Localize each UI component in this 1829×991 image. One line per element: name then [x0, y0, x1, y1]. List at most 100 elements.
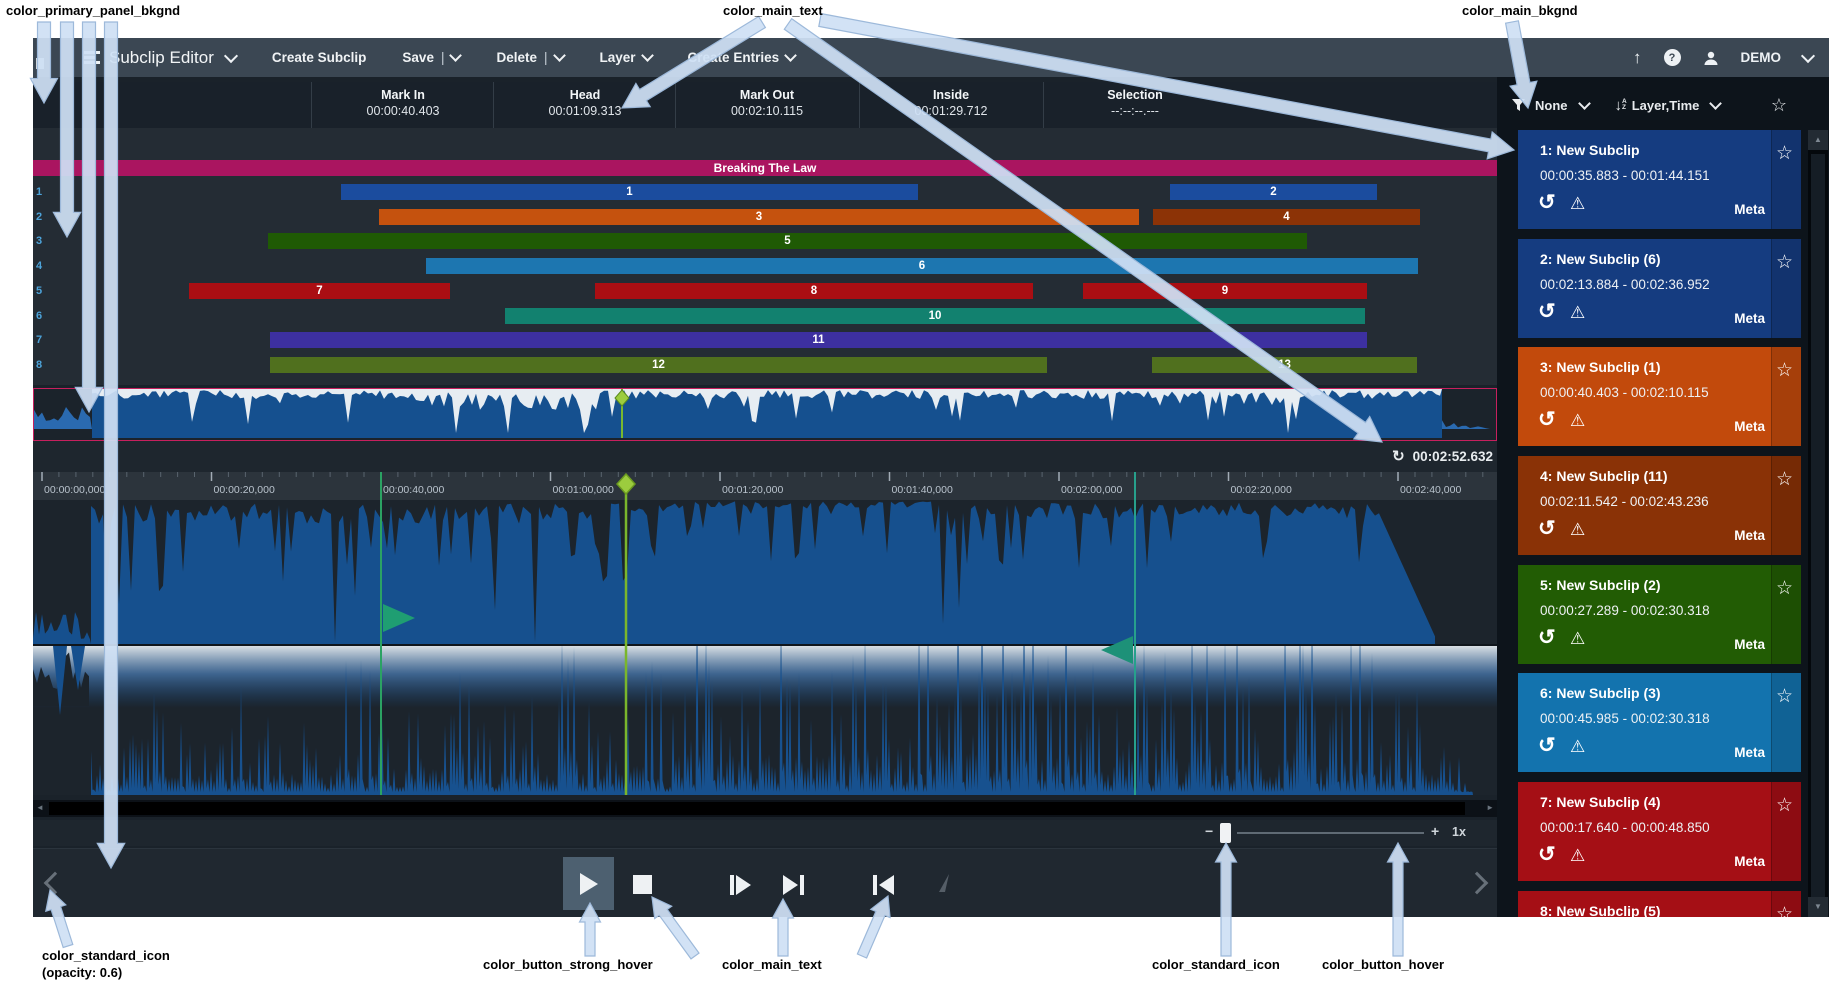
page-left-icon[interactable] [43, 871, 67, 895]
undo-icon[interactable]: ↺ [1538, 734, 1556, 758]
filter-value[interactable]: None [1535, 97, 1568, 113]
card-star-icon[interactable]: ☆ [1776, 903, 1794, 917]
card-star-icon[interactable]: ☆ [1776, 360, 1794, 382]
timeline-clip-11[interactable]: 11 [270, 332, 1367, 349]
card-star-icon[interactable]: ☆ [1776, 794, 1794, 816]
timeline-ruler[interactable]: 00:00:00,000 00:00:20,000 00:00:40,000 00:0… [33, 472, 1497, 500]
zoom-in-button[interactable]: + [1431, 823, 1440, 839]
sidebar-scrollbar-thumb[interactable] [1811, 154, 1825, 914]
timecode-cell-head[interactable]: Head 00:01:09.313 [493, 82, 676, 128]
timeline-clip-4[interactable]: 4 [1153, 208, 1420, 225]
timeline-clip-2[interactable]: 2 [1170, 184, 1377, 200]
zoom-slider-handle[interactable] [1220, 823, 1231, 843]
upload-icon[interactable]: ↑ [1633, 47, 1642, 67]
scroll-left-icon[interactable]: ◄ [36, 803, 44, 812]
meta-button[interactable]: Meta [1734, 745, 1765, 761]
stop-button[interactable] [633, 875, 652, 894]
timeline-clip-12[interactable]: 12 [270, 356, 1047, 373]
card-star-icon[interactable]: ☆ [1776, 686, 1794, 708]
step-forward-button[interactable] [730, 875, 751, 895]
warning-icon[interactable]: ⚠ [1570, 302, 1586, 322]
card-star-icon[interactable]: ☆ [1776, 251, 1794, 273]
menu-item-delete[interactable]: Delete | [496, 49, 566, 65]
sidebar-scrollbar[interactable]: ▲ ▼ [1808, 130, 1828, 917]
warning-icon[interactable]: ⚠ [1570, 845, 1586, 865]
menu-item-layer[interactable]: Layer [600, 49, 654, 65]
undo-icon[interactable]: ↺ [1538, 842, 1556, 866]
meta-button[interactable]: Meta [1734, 636, 1765, 652]
subclip-card-8[interactable]: 8: New Subclip (5) ↺ ⚠ Meta ☆ [1518, 890, 1801, 917]
subclip-card-7[interactable]: 7: New Subclip (4) 00:00:17.640 - 00:00:… [1518, 781, 1801, 881]
timeline-clip-8[interactable]: 8 [595, 282, 1033, 299]
play-button[interactable] [563, 857, 614, 910]
timecode-cell-selection[interactable]: Selection --:--:--.--- [1043, 82, 1226, 128]
timeline-clip-5[interactable]: 5 [268, 233, 1307, 250]
undo-icon[interactable]: ↺ [1538, 191, 1556, 214]
timeline-clip-1[interactable]: 1 [341, 184, 918, 200]
timecode-cell-mark-out[interactable]: Mark Out 00:02:10.115 [675, 82, 858, 128]
skip-back-button[interactable] [873, 875, 894, 895]
filter-chevron-icon[interactable] [1577, 96, 1591, 110]
refresh-icon[interactable]: ↻ [1392, 448, 1405, 465]
timeline-title-bar[interactable]: Breaking The Law [33, 160, 1497, 176]
skip-forward-button[interactable] [783, 875, 804, 895]
horizontal-scrollbar[interactable]: ◄ ► [33, 800, 1497, 817]
page-right-icon[interactable] [1465, 871, 1489, 895]
hamburger-menu-icon[interactable] [84, 50, 101, 65]
sort-value[interactable]: Layer,Time [1631, 97, 1700, 113]
timeline-clip-6[interactable]: 6 [426, 258, 1418, 275]
warning-icon[interactable]: ⚠ [1570, 520, 1586, 539]
card-star-icon[interactable]: ☆ [1776, 577, 1794, 599]
user-name[interactable]: DEMO [1740, 50, 1782, 65]
card-star-icon[interactable]: ☆ [1776, 469, 1794, 490]
timeline-clip-7[interactable]: 7 [189, 282, 450, 299]
subclip-card-4[interactable]: 4: New Subclip (11) 00:02:11.542 - 00:02… [1518, 456, 1801, 555]
undo-icon[interactable]: ↺ [1538, 299, 1556, 323]
zoom-slider-track[interactable] [1237, 832, 1424, 834]
scroll-up-button[interactable]: ▲ [1808, 130, 1828, 150]
zoom-out-button[interactable]: − [1205, 823, 1214, 839]
sort-chevron-icon[interactable] [1709, 96, 1723, 110]
timeline-clip-10[interactable]: 10 [505, 307, 1365, 324]
timeline-clip-3[interactable]: 3 [379, 208, 1139, 225]
favorites-star-icon[interactable]: ☆ [1770, 94, 1787, 115]
scroll-down-button[interactable]: ▼ [1808, 897, 1828, 917]
subclip-card-3[interactable]: 3: New Subclip (1) 00:00:40.403 - 00:02:… [1518, 347, 1801, 447]
undo-icon[interactable]: ↺ [1538, 517, 1556, 540]
meta-button[interactable]: Meta [1734, 310, 1765, 326]
undo-icon[interactable]: ↺ [1538, 408, 1556, 432]
subclip-card-6[interactable]: 6: New Subclip (3) 00:00:45.985 - 00:02:… [1518, 673, 1801, 773]
meta-button[interactable]: Meta [1734, 528, 1765, 543]
menu-item-save[interactable]: Save | [402, 49, 463, 65]
meta-button[interactable]: Meta [1734, 419, 1765, 435]
scroll-right-icon[interactable]: ► [1486, 803, 1494, 812]
scrollbar-thumb[interactable] [49, 802, 1465, 815]
subclip-card-1[interactable]: 1: New Subclip 00:00:35.883 - 00:01:44.1… [1518, 130, 1801, 229]
user-icon[interactable] [1703, 50, 1719, 66]
waveform-overview[interactable] [33, 388, 1497, 441]
help-icon[interactable]: ? [1663, 49, 1681, 66]
main-waveform[interactable] [33, 500, 1497, 795]
menu-item-create-entries[interactable]: Create Entries [688, 49, 797, 65]
timecode-cell-inside[interactable]: Inside 00:01:29.712 [859, 82, 1042, 128]
warning-icon[interactable]: ⚠ [1570, 628, 1586, 648]
subclip-card-5[interactable]: 5: New Subclip (2) 00:00:27.289 - 00:02:… [1518, 564, 1801, 664]
timeline-clip-13[interactable]: 13 [1152, 356, 1417, 373]
zoom-control-row: − + 1x [33, 820, 1497, 846]
undo-icon[interactable]: ↺ [1538, 625, 1556, 649]
timecode-cell-mark-in[interactable]: Mark In 00:00:40.403 [311, 82, 494, 128]
layer-number: 6 [36, 309, 43, 322]
warning-icon[interactable]: ⚠ [1570, 737, 1586, 757]
timeline-clip-9[interactable]: 9 [1083, 282, 1367, 299]
warning-icon[interactable]: ⚠ [1570, 411, 1586, 431]
meta-button[interactable]: Meta [1734, 853, 1765, 869]
card-star-icon[interactable]: ☆ [1776, 143, 1794, 164]
menu-item-create-subclip[interactable]: Create Subclip [271, 50, 367, 65]
warning-icon[interactable]: ⚠ [1570, 194, 1586, 213]
user-chevron-icon[interactable] [1800, 48, 1816, 63]
filter-icon[interactable] [1512, 98, 1525, 112]
meta-button[interactable]: Meta [1734, 202, 1765, 217]
sort-arrow-icon[interactable]: ↓ [1614, 96, 1623, 114]
subclip-card-2[interactable]: 2: New Subclip (6) 00:02:13.884 - 00:02:… [1518, 238, 1801, 338]
